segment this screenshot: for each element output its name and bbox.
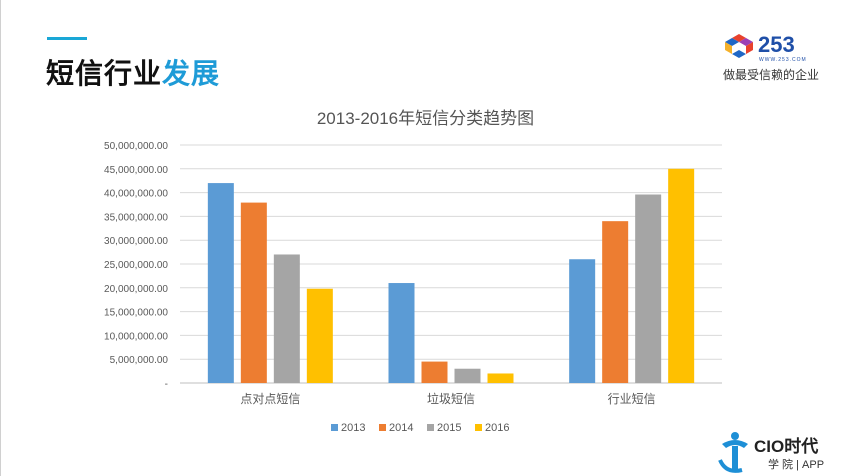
y-tick-label: - bbox=[165, 379, 168, 390]
cio-figure-icon bbox=[718, 432, 748, 473]
logo-text: 253 bbox=[758, 32, 795, 57]
legend-label: 2013 bbox=[341, 422, 365, 434]
bar-2015-2 bbox=[454, 368, 481, 383]
slide-left-border bbox=[0, 0, 1, 476]
y-tick-label: 45,000,000.00 bbox=[104, 165, 168, 176]
page-title: 短信行业发展 bbox=[46, 52, 220, 92]
bar-2016-3 bbox=[668, 168, 695, 383]
cio-footer-logo: CIO时代 学 院 | APP bbox=[718, 432, 824, 473]
legend-swatch-2016 bbox=[475, 424, 482, 431]
y-tick-label: 50,000,000.00 bbox=[104, 141, 168, 152]
y-tick-label: 35,000,000.00 bbox=[104, 212, 168, 223]
y-tick-label: 40,000,000.00 bbox=[104, 189, 168, 200]
y-tick-label: 15,000,000.00 bbox=[104, 308, 168, 319]
page-title-highlight: 发展 bbox=[162, 58, 221, 89]
bar-2014-1 bbox=[240, 202, 267, 383]
y-tick-label: 25,000,000.00 bbox=[104, 260, 168, 271]
y-tick-label: 20,000,000.00 bbox=[104, 284, 168, 295]
x-tick-label: 点对点短信 bbox=[240, 392, 300, 406]
bar-2014-3 bbox=[602, 221, 629, 383]
bar-2016-2 bbox=[487, 373, 514, 383]
bar-2016-1 bbox=[306, 288, 333, 383]
logo-url: WWW.253.COM bbox=[759, 57, 807, 63]
y-tick-label: 10,000,000.00 bbox=[104, 331, 168, 342]
brand-253-logo: 253 WWW.253.COM bbox=[725, 32, 807, 63]
y-tick-label: 5,000,000.00 bbox=[110, 355, 169, 366]
cube-icon bbox=[725, 34, 753, 58]
x-tick-label: 行业短信 bbox=[608, 392, 656, 406]
y-tick-label: 30,000,000.00 bbox=[104, 236, 168, 247]
legend-label: 2015 bbox=[437, 422, 461, 434]
chart-title: 2013-2016年短信分类趋势图 bbox=[316, 109, 535, 128]
legend-swatch-2014 bbox=[379, 424, 386, 431]
title-accent-line bbox=[47, 37, 87, 40]
bar-2014-2 bbox=[421, 361, 448, 383]
legend-swatch-2015 bbox=[427, 424, 434, 431]
cio-logo-subtext: 学 院 | APP bbox=[768, 457, 824, 471]
legend-label: 2016 bbox=[485, 422, 509, 434]
bar-2013-1 bbox=[207, 183, 234, 383]
bar-2015-1 bbox=[273, 254, 300, 383]
brand-tagline: 做最受信赖的企业 bbox=[723, 68, 820, 82]
legend-swatch-2013 bbox=[331, 424, 338, 431]
page-title-main: 短信行业 bbox=[46, 58, 163, 89]
cio-logo-text: CIO时代 bbox=[754, 436, 818, 456]
bar-2013-2 bbox=[388, 283, 415, 383]
legend-label: 2014 bbox=[389, 422, 413, 434]
x-tick-label: 垃圾短信 bbox=[427, 391, 475, 406]
bar-2015-3 bbox=[635, 194, 662, 383]
bar-2013-3 bbox=[569, 259, 596, 383]
